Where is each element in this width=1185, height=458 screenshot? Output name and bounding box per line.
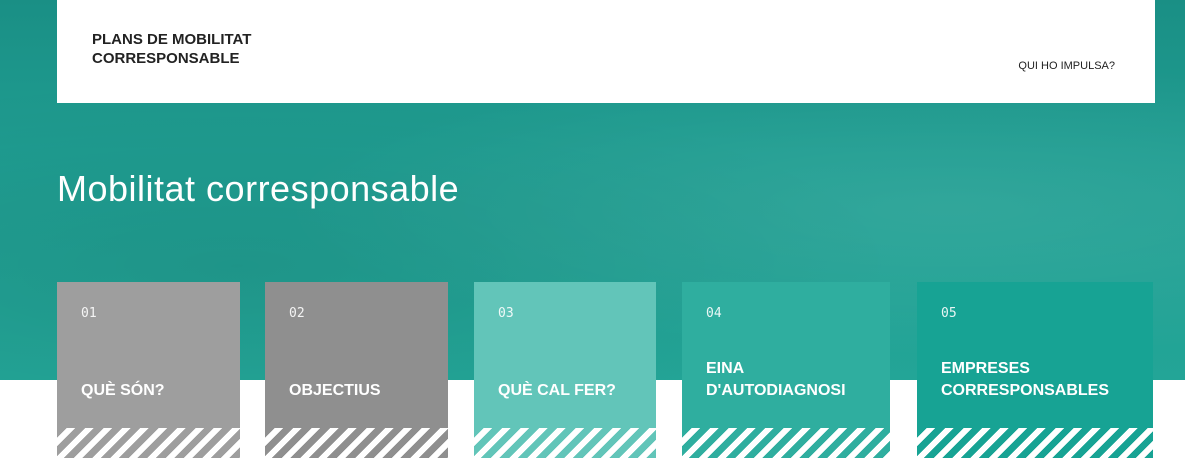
brand[interactable]: PLANS DE MOBILITAT CORRESPONSABLE	[92, 30, 251, 68]
card-number: 03	[498, 306, 514, 321]
card-number: 01	[81, 306, 97, 321]
card-label: QUÈ SÓN?	[81, 380, 165, 402]
card-number: 05	[941, 306, 957, 321]
card-label-line: QUÈ CAL FER?	[498, 382, 616, 399]
card-body	[57, 282, 240, 428]
card-stripes	[265, 428, 448, 458]
card-label-line: EMPRESES	[941, 360, 1030, 377]
card-stripes	[917, 428, 1153, 458]
header: PLANS DE MOBILITAT CORRESPONSABLE QUI HO…	[57, 0, 1155, 103]
card-label-line: EINA	[706, 360, 745, 377]
card-label: OBJECTIUS	[289, 380, 381, 402]
card-stripes	[57, 428, 240, 458]
nav-card[interactable]: 02 OBJECTIUS	[265, 282, 448, 458]
card-number: 02	[289, 306, 305, 321]
card-body	[265, 282, 448, 428]
card-body	[917, 282, 1153, 428]
nav-card[interactable]: 05 EMPRESES CORRESPONSABLES	[917, 282, 1153, 458]
card-number: 04	[706, 306, 722, 321]
nav-card[interactable]: 04 EINA D'AUTODIAGNOSI	[682, 282, 890, 458]
brand-line: PLANS DE MOBILITAT	[92, 31, 252, 48]
hero-heading: Mobilitat corresponsable	[57, 168, 460, 209]
card-stripes	[682, 428, 890, 458]
card-body	[474, 282, 656, 428]
card-body	[682, 282, 890, 428]
nav-link[interactable]: QUI HO IMPULSA?	[1018, 60, 1115, 72]
nav-card[interactable]: 01 QUÈ SÓN?	[57, 282, 240, 458]
card-label-line: D'AUTODIAGNOSI	[706, 382, 846, 399]
card-label: EMPRESES CORRESPONSABLES	[941, 358, 1109, 402]
card-label-line: OBJECTIUS	[289, 382, 381, 399]
card-label: QUÈ CAL FER?	[498, 380, 616, 402]
card-label: EINA D'AUTODIAGNOSI	[706, 358, 846, 402]
nav-card[interactable]: 03 QUÈ CAL FER?	[474, 282, 656, 458]
card-stripes	[474, 428, 656, 458]
brand-line: CORRESPONSABLE	[92, 50, 240, 67]
card-label-line: QUÈ SÓN?	[81, 382, 165, 399]
card-label-line: CORRESPONSABLES	[941, 382, 1110, 399]
